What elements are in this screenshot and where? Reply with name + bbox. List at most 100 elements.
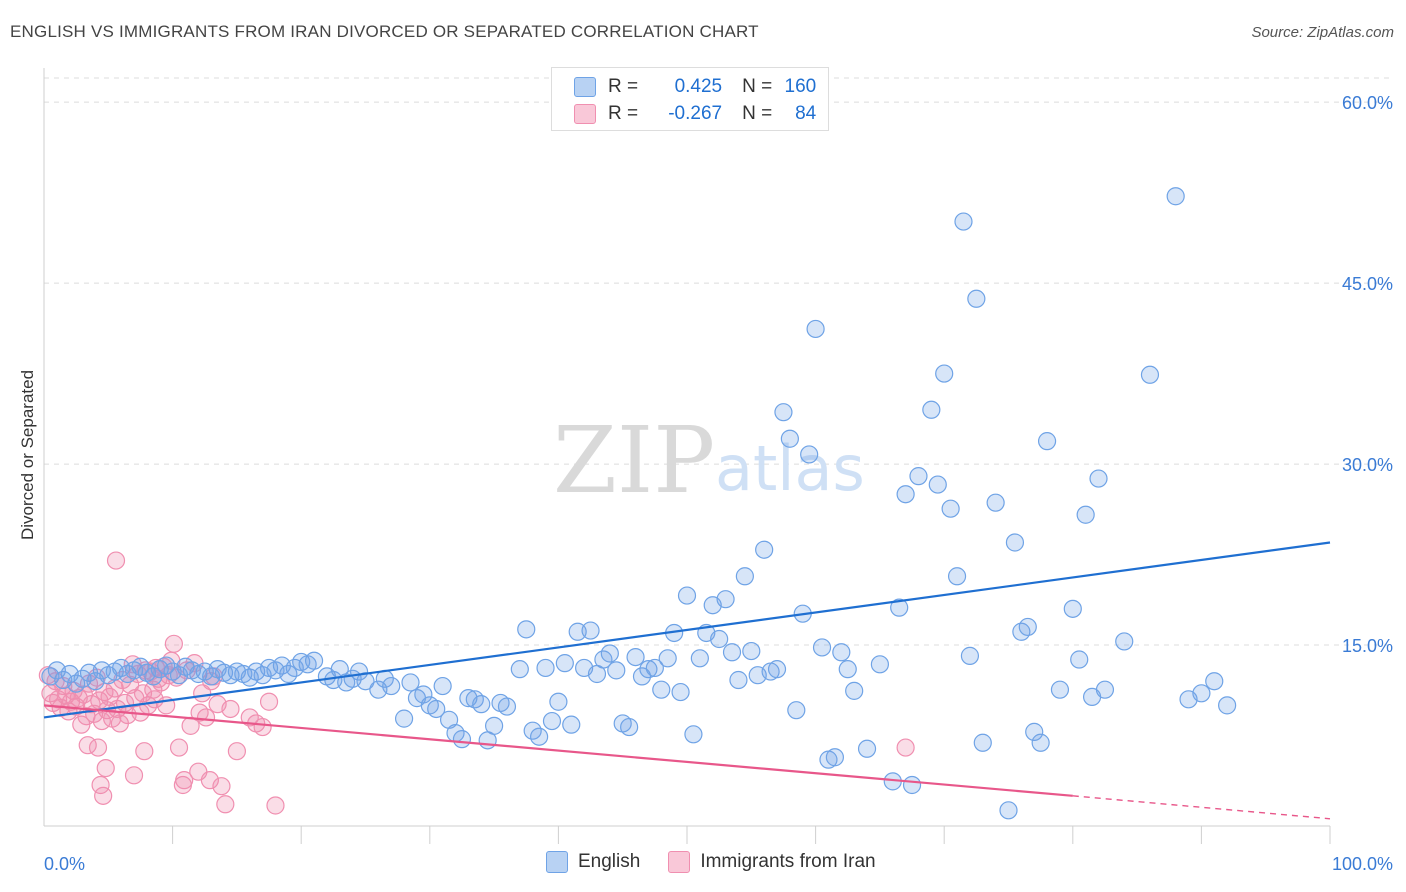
y-tick-label: 30.0% xyxy=(1342,455,1393,475)
data-point-english xyxy=(620,717,639,737)
data-point-iran xyxy=(94,786,113,805)
data-point-english xyxy=(394,709,414,728)
data-point-english xyxy=(304,651,324,670)
data-point-english xyxy=(838,660,857,679)
source-label: Source: ZipAtlas.com xyxy=(1251,24,1394,41)
iran-swatch xyxy=(574,104,596,124)
data-point-english xyxy=(497,697,517,716)
series-english-points xyxy=(41,187,1237,820)
data-point-english xyxy=(928,475,947,494)
data-point-english xyxy=(954,212,973,231)
data-point-iran xyxy=(124,766,144,785)
trend-line-english xyxy=(43,541,1331,719)
x-tick-label-left: 0.0% xyxy=(44,854,85,874)
data-point-english xyxy=(870,655,890,674)
data-point-english xyxy=(414,685,433,704)
data-point-english xyxy=(549,692,568,711)
data-point-iran xyxy=(221,699,240,719)
data-point-english xyxy=(1025,722,1044,741)
data-point-iran xyxy=(144,680,163,699)
data-point-english xyxy=(144,667,163,686)
data-point-iran xyxy=(133,684,153,703)
series-legend: English Immigrants from Iran xyxy=(546,851,904,873)
iran-swatch xyxy=(668,851,691,873)
data-point-english xyxy=(427,699,446,719)
data-point-english xyxy=(800,445,819,464)
data-point-english xyxy=(935,364,954,383)
legend-item-iran[interactable]: Immigrants from Iran xyxy=(668,851,876,873)
x-tick-label-right: 100.0% xyxy=(1332,854,1393,874)
data-point-english xyxy=(536,658,555,678)
data-point-english xyxy=(787,701,806,720)
legend-r-label: R = xyxy=(608,76,639,97)
data-point-english xyxy=(941,499,960,518)
data-point-english xyxy=(452,730,472,749)
data-point-english xyxy=(825,748,844,767)
data-point-english xyxy=(1037,432,1057,451)
legend-r-value: 0.425 xyxy=(674,76,723,97)
legend-n-value: 160 xyxy=(784,76,817,97)
data-point-english xyxy=(485,716,504,735)
watermark-atlas: atlas xyxy=(715,432,865,505)
data-point-english xyxy=(710,629,729,649)
trend-line-iran-extension xyxy=(1072,795,1331,820)
data-point-iran xyxy=(96,758,115,778)
data-point-english xyxy=(1018,617,1037,637)
tick-labels: 15.0% 30.0% 45.0% 60.0% 0.0% 100.0% xyxy=(44,93,1393,874)
series-iran-points xyxy=(38,551,915,815)
trend-lines xyxy=(43,541,1331,820)
data-point-iran xyxy=(190,703,209,722)
data-point-iran xyxy=(91,775,110,795)
y-tick-label: 60.0% xyxy=(1342,93,1393,113)
data-point-english xyxy=(922,400,941,419)
data-point-english xyxy=(510,660,529,679)
data-point-iran xyxy=(216,795,235,814)
data-point-english xyxy=(806,319,825,339)
data-point-iran xyxy=(896,738,915,757)
legend-n-value: 84 xyxy=(795,103,817,124)
data-point-english xyxy=(973,733,992,752)
data-point-english xyxy=(1166,187,1185,206)
data-point-english xyxy=(1031,733,1050,752)
watermark-zip: ZIP xyxy=(553,407,715,514)
data-point-english xyxy=(1115,632,1134,651)
data-point-english xyxy=(562,715,581,734)
data-point-english xyxy=(812,638,832,657)
data-point-english xyxy=(1076,505,1095,524)
legend-iran-label: Immigrants from Iran xyxy=(700,851,876,872)
data-point-english xyxy=(857,739,877,758)
data-point-english xyxy=(382,676,401,696)
data-point-english xyxy=(401,673,420,692)
data-point-english xyxy=(832,643,851,662)
legend-row-iran: R = -0.267 N = 84 xyxy=(574,102,816,126)
trend-line-iran xyxy=(43,704,1073,797)
data-point-english xyxy=(1218,696,1237,715)
data-point-english xyxy=(902,775,922,795)
data-point-english xyxy=(677,586,697,605)
data-point-english xyxy=(530,727,549,746)
gridlines xyxy=(44,77,1392,646)
legend-r-label: R = xyxy=(608,103,639,124)
data-point-iran xyxy=(135,742,154,761)
data-point-english xyxy=(639,660,658,679)
data-point-english xyxy=(909,467,928,486)
english-swatch xyxy=(574,77,596,97)
legend-row-english: R = 0.425 N = 160 xyxy=(574,75,816,99)
data-point-iran xyxy=(227,742,246,761)
data-point-english xyxy=(1089,469,1108,488)
data-point-english xyxy=(1005,533,1025,552)
data-point-english xyxy=(755,540,774,559)
data-point-english xyxy=(568,622,587,641)
legend-n-label: N = xyxy=(742,103,773,124)
data-point-english xyxy=(607,661,626,680)
data-point-english xyxy=(999,801,1018,820)
data-point-english xyxy=(1140,365,1160,384)
data-point-iran xyxy=(88,738,108,757)
data-point-iran xyxy=(212,777,231,796)
data-point-english xyxy=(1095,680,1115,699)
data-point-english xyxy=(774,403,793,422)
data-point-english xyxy=(742,641,761,661)
data-point-iran xyxy=(145,690,164,709)
legend-item-english[interactable]: English xyxy=(546,851,640,873)
